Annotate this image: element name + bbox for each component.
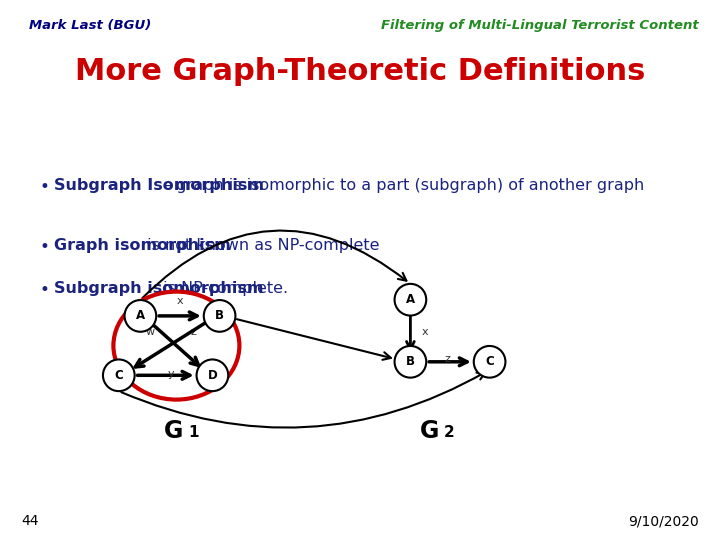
Text: 44: 44 (22, 514, 39, 528)
Text: 1: 1 (189, 425, 199, 440)
Text: 9/10/2020: 9/10/2020 (628, 514, 698, 528)
Text: $\mathbf{G}$: $\mathbf{G}$ (418, 418, 438, 442)
Text: •: • (40, 178, 50, 196)
Ellipse shape (103, 360, 135, 391)
Ellipse shape (395, 284, 426, 315)
Text: More Graph-Theoretic Definitions: More Graph-Theoretic Definitions (75, 57, 645, 86)
Ellipse shape (125, 300, 156, 332)
Text: Subgraph isomorphism: Subgraph isomorphism (54, 281, 264, 296)
Text: Graph isomorphism: Graph isomorphism (54, 238, 230, 253)
Text: Subgraph Isomorphism: Subgraph Isomorphism (54, 178, 264, 193)
Text: C: C (114, 369, 123, 382)
Text: A: A (406, 293, 415, 306)
Ellipse shape (474, 346, 505, 377)
Text: z: z (190, 327, 196, 337)
Text: – graph is isomorphic to a part (subgraph) of another graph: – graph is isomorphic to a part (subgrap… (158, 178, 644, 193)
Text: y: y (168, 369, 175, 379)
Text: 2: 2 (444, 425, 455, 440)
Ellipse shape (197, 360, 228, 391)
Text: is not known as NP-complete: is not known as NP-complete (142, 238, 379, 253)
Text: z: z (445, 354, 451, 364)
Text: w: w (145, 327, 154, 337)
Text: is NP-complete.: is NP-complete. (158, 281, 288, 296)
Text: •: • (40, 281, 50, 299)
Text: B: B (406, 355, 415, 368)
Text: •: • (40, 238, 50, 255)
FancyArrowPatch shape (143, 231, 406, 298)
Text: D: D (207, 369, 217, 382)
Text: x: x (421, 327, 428, 337)
Text: x: x (176, 296, 184, 306)
Text: $\mathbf{G}$: $\mathbf{G}$ (163, 418, 183, 442)
Text: Mark Last (BGU): Mark Last (BGU) (29, 19, 151, 32)
Text: B: B (215, 309, 224, 322)
Text: A: A (136, 309, 145, 322)
Text: C: C (485, 355, 494, 368)
Text: Filtering of Multi-Lingual Terrorist Content: Filtering of Multi-Lingual Terrorist Con… (381, 19, 698, 32)
FancyArrowPatch shape (122, 372, 485, 428)
Ellipse shape (204, 300, 235, 332)
Ellipse shape (395, 346, 426, 377)
